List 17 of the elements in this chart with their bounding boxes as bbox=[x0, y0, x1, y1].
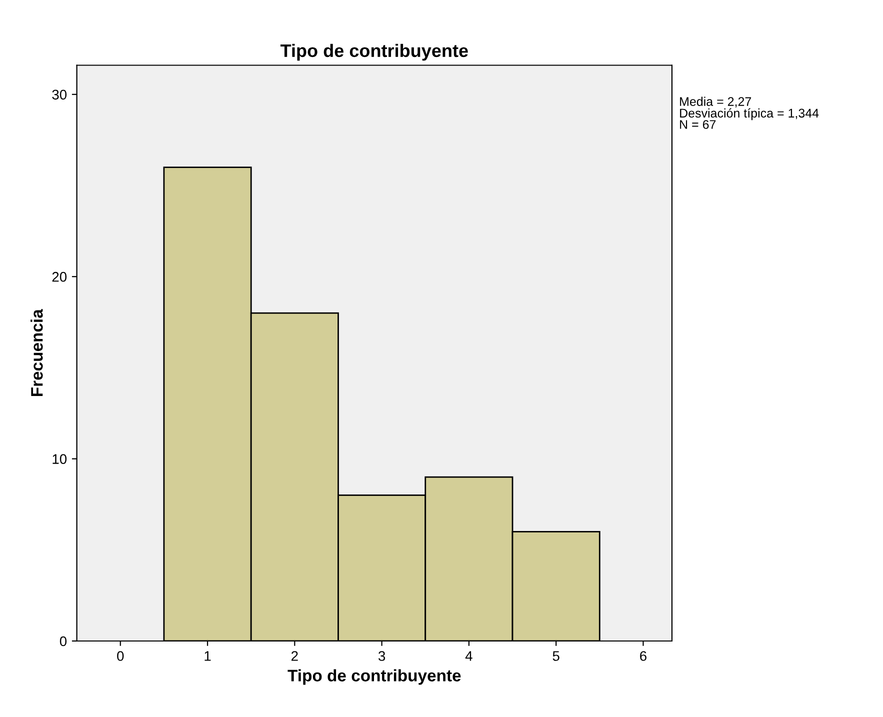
y-tick-label: 20 bbox=[52, 272, 67, 282]
x-tick-label: 5 bbox=[552, 651, 560, 661]
x-tick-label: 3 bbox=[378, 651, 386, 661]
x-tick-label: 6 bbox=[640, 651, 646, 661]
x-tick-label: 1 bbox=[204, 651, 211, 661]
y-tick-label: 30 bbox=[52, 90, 67, 100]
text: Media = 2,27 bbox=[680, 96, 752, 108]
text: Desviación típica = 1,344 bbox=[680, 108, 819, 120]
x-tick-label: 4 bbox=[465, 651, 472, 661]
y-tick-label: 0 bbox=[60, 636, 67, 646]
y-axis-title: Frecuencia bbox=[30, 309, 43, 396]
x-axis-title: Tipo de contribuyente bbox=[288, 669, 461, 685]
x-tick-label: 2 bbox=[292, 651, 298, 661]
x-tick-label: 0 bbox=[117, 651, 124, 661]
chart-title: Tipo de contribuyente bbox=[280, 44, 468, 61]
y-tick-label: 10 bbox=[52, 454, 67, 464]
text: N = 67 bbox=[680, 120, 716, 129]
